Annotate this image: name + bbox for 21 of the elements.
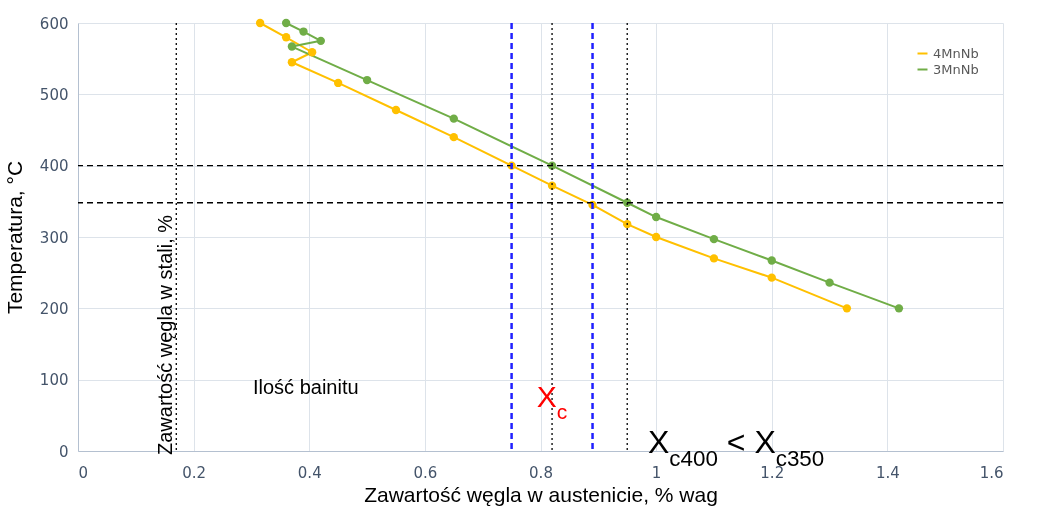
ref-line-label: Zawartość węgla w stali, % xyxy=(154,214,177,455)
annotation: Ilość bainitu xyxy=(253,376,359,398)
annotation: X$_{c}$ xyxy=(536,379,568,423)
legend-label: 3MnNb xyxy=(933,61,979,77)
legend-label: 4MnNb xyxy=(933,45,979,61)
x-tick-label: 1.6 xyxy=(979,463,1004,482)
y-axis-title: Temperatura, °C xyxy=(2,160,26,315)
x-tick-label: 0.4 xyxy=(297,463,322,482)
x-tick-label: 0.2 xyxy=(182,463,207,482)
y-tick-label: 300 xyxy=(39,228,69,247)
y-tick-label: 500 xyxy=(39,85,69,104)
x-tick-label: 0.8 xyxy=(529,463,553,482)
x-tick-label: 0.6 xyxy=(413,463,438,482)
y-tick-label: 0 xyxy=(58,442,69,461)
x-tick-label: 1.4 xyxy=(875,463,900,482)
y-tick-label: 200 xyxy=(39,299,69,318)
y-tick-label: 600 xyxy=(39,14,69,33)
x-tick-label: 0 xyxy=(78,463,89,482)
y-tick-label: 400 xyxy=(39,157,69,176)
x-axis-title: Zawartość węgla w austenicie, % wag xyxy=(364,482,718,506)
y-tick-label: 100 xyxy=(39,371,69,390)
